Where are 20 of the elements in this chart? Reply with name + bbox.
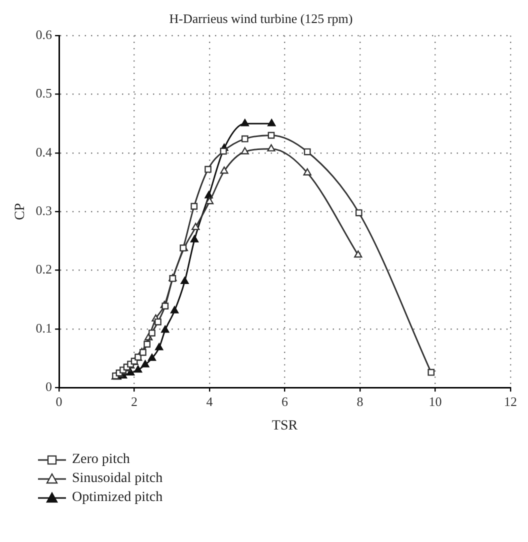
y-tick-label: 0.2 [36, 262, 52, 277]
y-tick-label: 0.4 [36, 144, 53, 160]
y-tick-label: 0 [46, 379, 52, 394]
chart-title: H-Darrieus wind turbine (125 rpm) [169, 11, 353, 26]
legend-label: Sinusoidal pitch [72, 471, 163, 486]
legend-label: Zero pitch [72, 452, 130, 467]
y-tick-label: 0.5 [36, 86, 52, 101]
legend-label: Optimized pitch [72, 490, 163, 505]
x-tick-label: 10 [428, 394, 442, 409]
x-tick-label: 4 [206, 394, 214, 409]
x-tick-label: 6 [282, 394, 289, 409]
x-axis-title: TSR [272, 418, 298, 434]
x-tick-label: 2 [131, 394, 138, 409]
y-axis-title: CP [13, 202, 28, 220]
x-tick-label: 8 [356, 394, 364, 409]
y-tick-label: 0.1 [36, 320, 52, 336]
y-tick-label: 0.6 [36, 27, 53, 42]
y-tick-label: 0.3 [36, 203, 52, 218]
x-tick-label: 0 [56, 394, 62, 409]
x-tick-label: 12 [504, 394, 517, 409]
